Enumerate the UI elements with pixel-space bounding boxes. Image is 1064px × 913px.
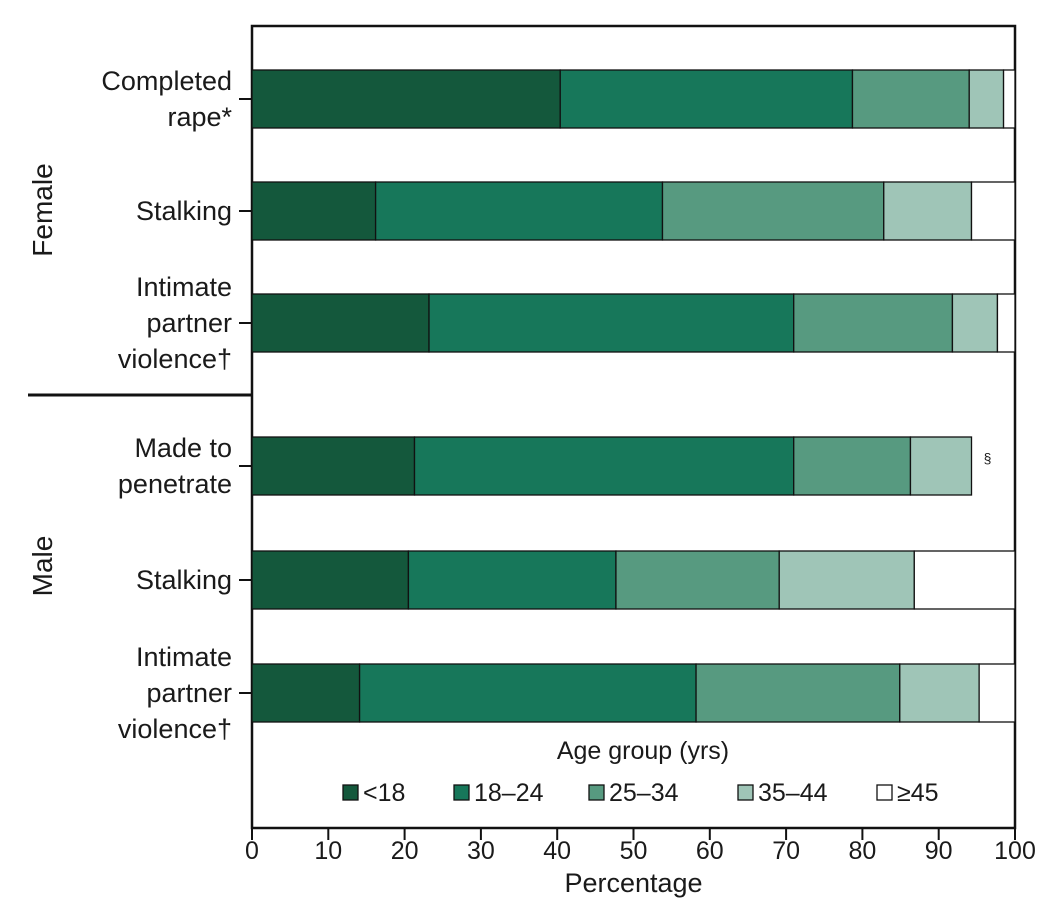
x-tick-label: 80	[848, 837, 876, 865]
x-tick-label: 20	[391, 837, 419, 865]
x-tick-label: 60	[696, 837, 724, 865]
category-label: violence†	[118, 344, 232, 374]
category-label: Intimate	[136, 272, 232, 302]
bar-segment	[413, 436, 795, 496]
bar-segment	[251, 436, 416, 496]
bar-segment	[695, 663, 901, 723]
x-tick-label: 90	[925, 837, 953, 865]
bar-segment	[793, 436, 912, 496]
bar-segment	[978, 663, 1016, 723]
legend-title: Age group (yrs)	[557, 737, 729, 765]
bar-segment	[909, 436, 973, 496]
legend-swatch	[588, 784, 605, 801]
x-tick-label: 10	[314, 837, 342, 865]
category-label: Made to	[134, 433, 232, 463]
bar-segment	[251, 181, 377, 241]
legend-label: 25–34	[609, 779, 679, 807]
bar-segment	[251, 69, 561, 129]
bar-segment	[1002, 69, 1016, 129]
bar-segment	[374, 181, 664, 241]
category-label: Stalking	[136, 565, 232, 595]
bar-segment	[559, 69, 854, 129]
category-label: penetrate	[118, 469, 232, 499]
bar-segment	[251, 550, 410, 610]
bar-segment	[661, 181, 885, 241]
legend-label: 35–44	[758, 779, 828, 807]
bar-segment	[778, 550, 915, 610]
category-label: partner	[146, 678, 232, 708]
category-label: violence†	[118, 714, 232, 744]
legend-swatch	[737, 784, 754, 801]
bar-segment	[251, 293, 430, 353]
legend-swatch	[876, 784, 893, 801]
bar-segment	[996, 293, 1016, 353]
bar-segment	[899, 663, 980, 723]
bar-segment	[615, 550, 780, 610]
bar-segment	[883, 181, 973, 241]
bar-segment	[851, 69, 970, 129]
footnote-marker: §	[984, 450, 992, 466]
bar-segment	[251, 663, 361, 723]
legend-swatch	[453, 784, 470, 801]
bar-segment	[793, 293, 954, 353]
bar-segment	[968, 69, 1005, 129]
x-tick-label: 40	[543, 837, 571, 865]
category-label: Completed	[101, 66, 232, 96]
legend-swatch	[342, 784, 359, 801]
legend-label: <18	[363, 779, 405, 807]
x-tick-label: 30	[467, 837, 495, 865]
bar-segment	[913, 550, 1016, 610]
group-label: Female	[27, 163, 58, 256]
bar-segment	[358, 663, 697, 723]
x-tick-label: 100	[994, 837, 1036, 865]
x-tick-label: 0	[245, 837, 259, 865]
x-tick-label: 50	[620, 837, 648, 865]
category-label: Intimate	[136, 642, 232, 672]
category-label: partner	[146, 308, 232, 338]
x-axis-title: Percentage	[564, 868, 702, 898]
bar-segment	[428, 293, 795, 353]
x-tick-label: 70	[772, 837, 800, 865]
legend-label: ≥45	[897, 779, 939, 807]
group-label: Male	[27, 536, 58, 597]
bar-segment	[970, 181, 1016, 241]
bar-segment	[951, 293, 999, 353]
category-label: Stalking	[136, 196, 232, 226]
category-label: rape*	[167, 102, 232, 132]
bar-segment	[407, 550, 617, 610]
legend-label: 18–24	[474, 779, 544, 807]
